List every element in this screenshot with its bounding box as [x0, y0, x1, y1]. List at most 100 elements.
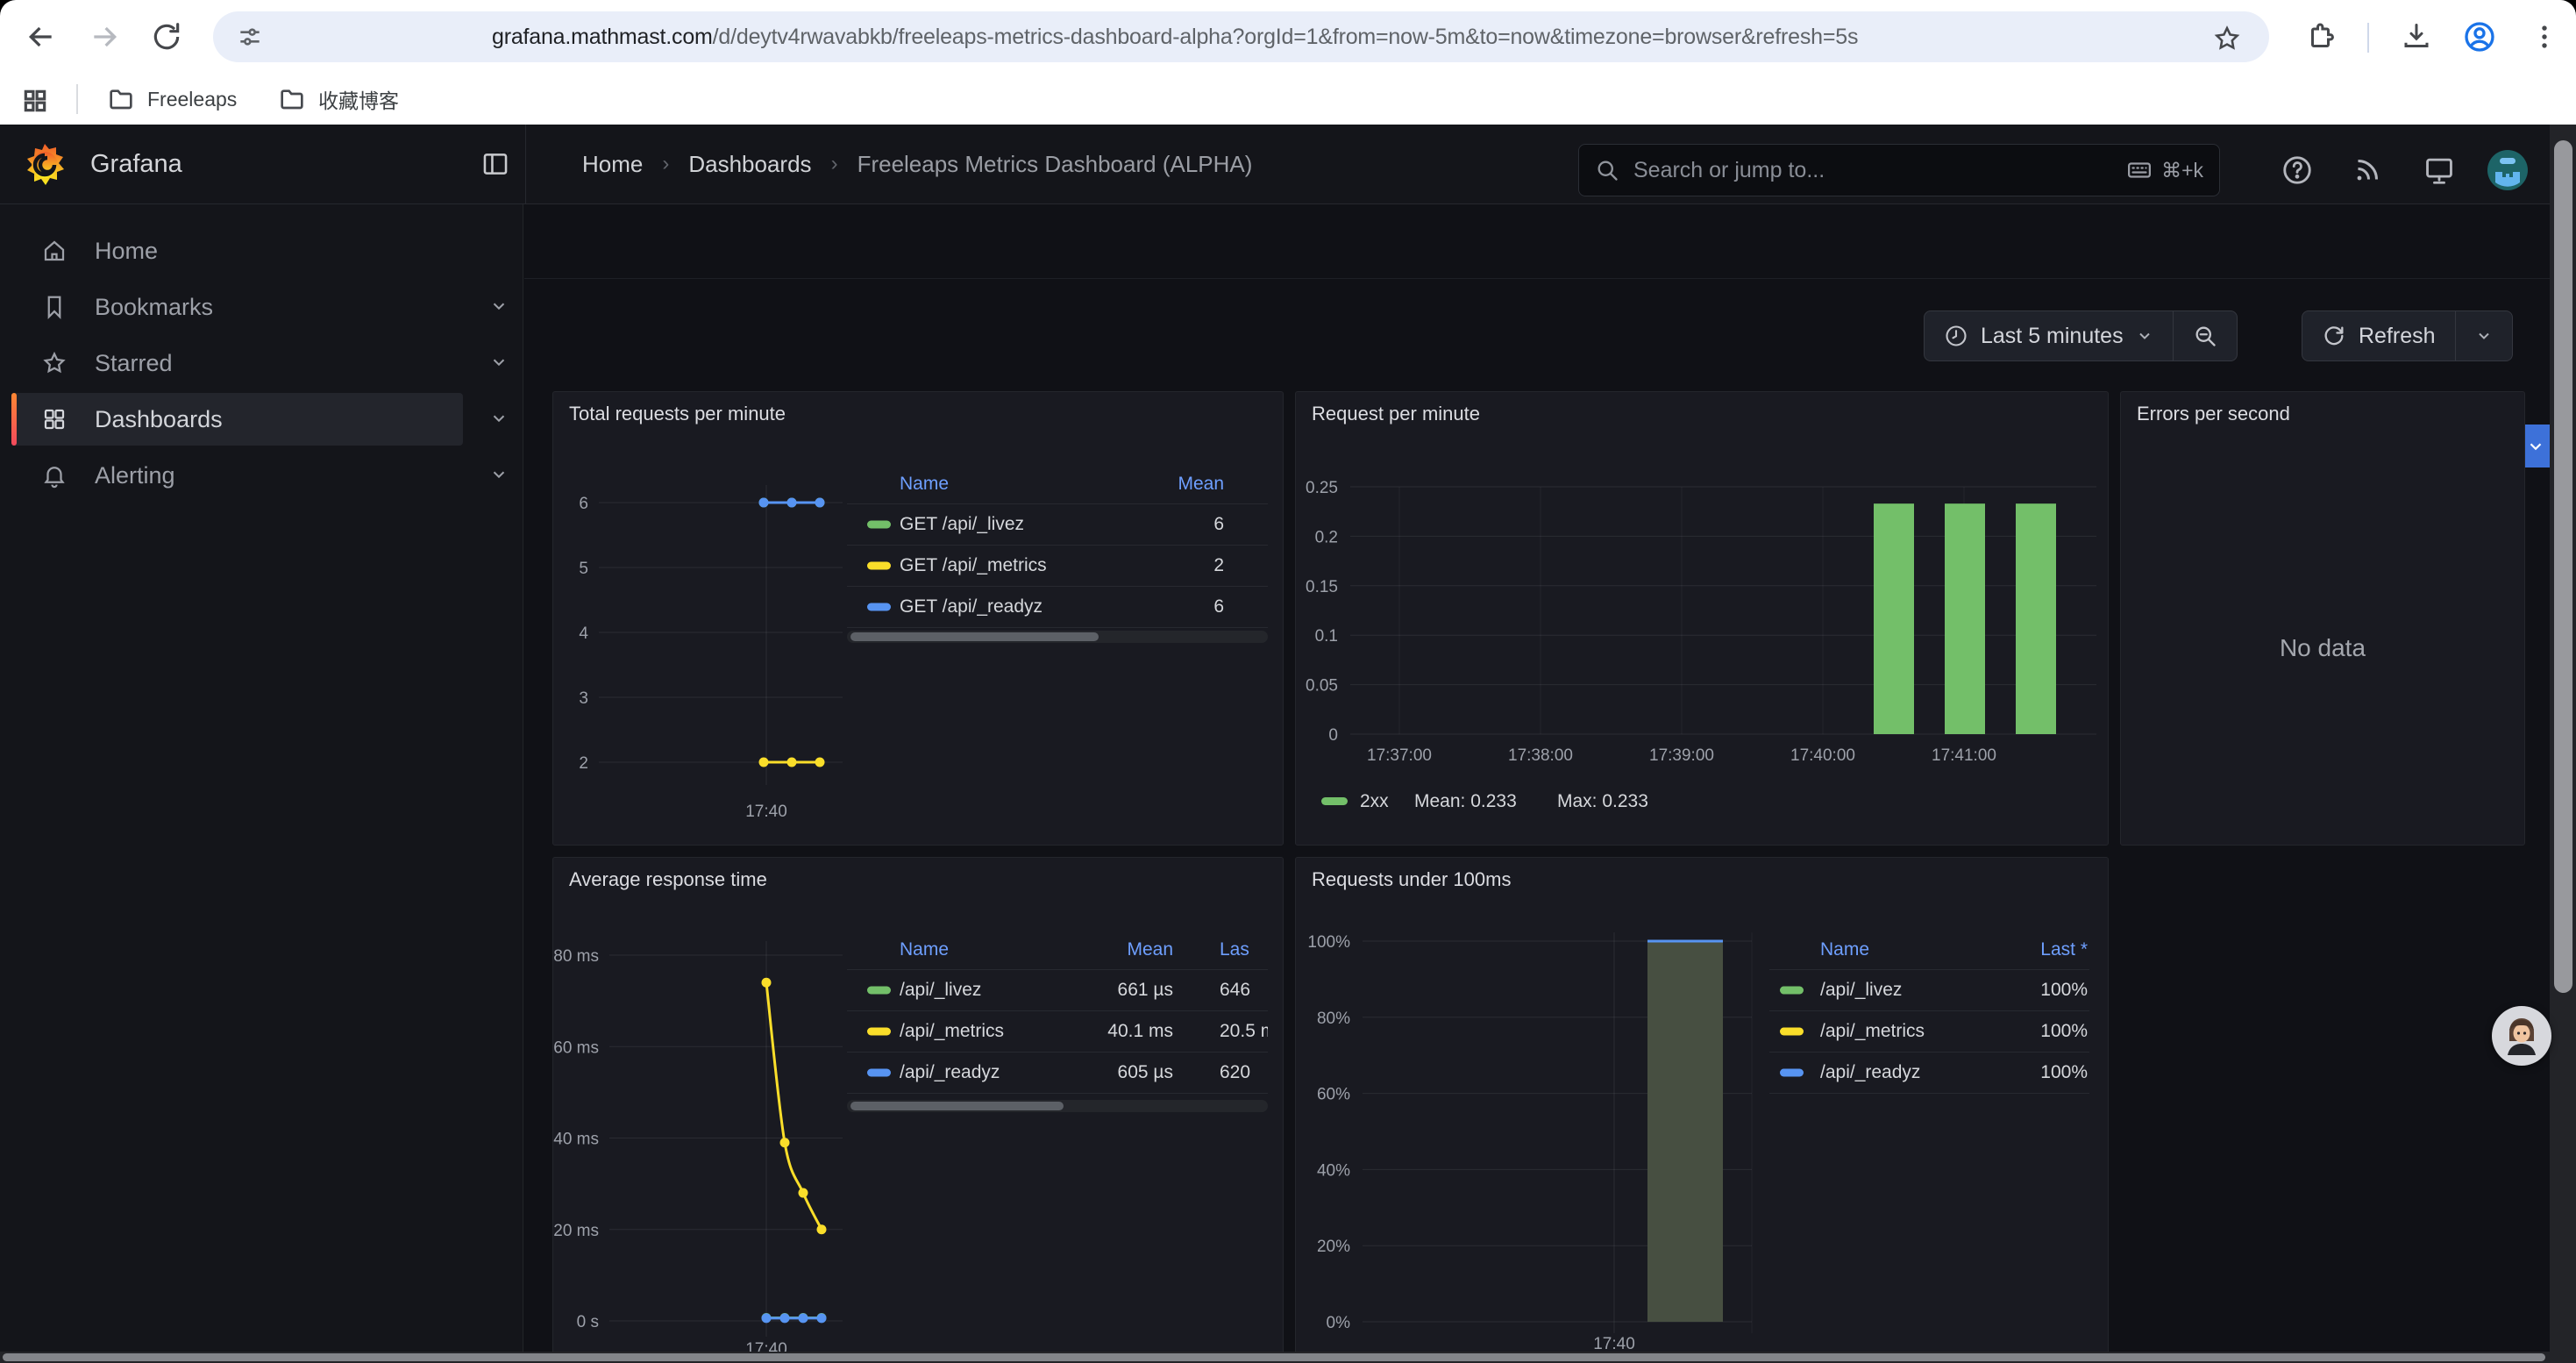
series-color-pill	[867, 520, 891, 529]
horizontal-scrollbar-thumb[interactable]	[3, 1353, 2545, 1361]
legend-row[interactable]: GET /api/_readyz 6	[847, 587, 1268, 628]
panel-errors-per-second[interactable]: Errors per second No data	[2120, 391, 2525, 846]
search-input[interactable]	[1633, 157, 2127, 183]
url-text[interactable]: grafana.mathmast.com/d/deytv4rwavabkb/fr…	[492, 11, 1858, 62]
bookmarks-separator	[76, 84, 78, 114]
series-name[interactable]: /api/_readyz	[1820, 1062, 1921, 1082]
legend-col-mean[interactable]: Mean	[1178, 473, 1224, 494]
sidebar-item-label: Home	[95, 237, 159, 264]
bookmark-folder[interactable]: Freeleaps	[95, 80, 249, 118]
bar-chart-under-100ms[interactable]: 100% 80% 60% 40% 20% 0% 17:40	[1296, 858, 2109, 1363]
browser-menu-icon[interactable]	[2523, 16, 2565, 58]
legend-col-name[interactable]: Name	[1820, 938, 1870, 960]
bar-chart-request-per-minute[interactable]: 0.25 0.2 0.15 0.1 0.05 0 17:37:00 17:38:00 17:39…	[1296, 392, 2109, 846]
series-name[interactable]: /api/_readyz	[900, 1062, 1000, 1082]
legend-row[interactable]: /api/_readyz 100%	[1769, 1053, 2089, 1094]
forward-icon[interactable]	[84, 17, 125, 57]
legend-row[interactable]: /api/_readyz 605 µs 620	[847, 1053, 1268, 1094]
legend-col-mean[interactable]: Mean	[1127, 938, 1173, 960]
downloads-icon[interactable]	[2395, 16, 2437, 58]
svg-text:6: 6	[579, 495, 588, 513]
user-avatar[interactable]	[2484, 146, 2531, 194]
grafana-logo[interactable]	[23, 142, 67, 192]
legend-row[interactable]: /api/_livez 661 µs 646	[847, 970, 1268, 1011]
series-name[interactable]: 2xx	[1360, 791, 1389, 811]
back-icon[interactable]	[21, 17, 61, 57]
series-name[interactable]: /api/_metrics	[900, 1021, 1005, 1041]
breadcrumb-item[interactable]: Home	[582, 150, 644, 177]
svg-text:80%: 80%	[1317, 1010, 1350, 1028]
breadcrumb-item[interactable]: Dashboards	[688, 150, 812, 177]
sidebar-item-bookmarks[interactable]: Bookmarks	[11, 281, 505, 333]
panel-title[interactable]: Request per minute	[1312, 403, 1480, 425]
apps-grid-icon[interactable]	[14, 80, 56, 122]
brand-title[interactable]: Grafana	[90, 149, 182, 178]
refresh-button[interactable]: Refresh	[2302, 311, 2455, 360]
line-chart-total-requests[interactable]: 6 5 4 3 2 17:40	[553, 392, 1284, 846]
sidebar-item-alerting[interactable]: Alerting	[11, 449, 505, 502]
vertical-scrollbar[interactable]	[2550, 125, 2576, 1363]
star-icon	[41, 350, 68, 376]
extensions-icon[interactable]	[2301, 16, 2343, 58]
series-name[interactable]: GET /api/_readyz	[900, 596, 1043, 617]
url-bar[interactable]: grafana.mathmast.com/d/deytv4rwavabkb/fr…	[213, 11, 2269, 62]
horizontal-scrollbar[interactable]	[0, 1352, 2576, 1363]
series-name[interactable]: /api/_livez	[900, 980, 982, 1000]
news-rss-icon[interactable]	[2344, 146, 2391, 194]
search-box[interactable]: ⌘+k	[1578, 144, 2220, 196]
panel-avg-response-time[interactable]: Average response time 80 ms 60 ms 40 ms 20 …	[552, 857, 1284, 1363]
zoom-out-time-button[interactable]	[2174, 311, 2237, 360]
refresh-interval-button[interactable]	[2456, 311, 2512, 360]
panel-total-requests[interactable]: Total requests per minute 6 5 4 3 2 17:40 Nam…	[552, 391, 1284, 846]
series-name[interactable]: /api/_metrics	[1820, 1021, 1925, 1041]
panel-title[interactable]: Errors per second	[2137, 403, 2290, 425]
legend-row[interactable]: GET /api/_metrics 2	[847, 546, 1268, 587]
chevron-down-icon[interactable]	[489, 296, 509, 320]
legend-scrollbar[interactable]	[847, 1100, 1268, 1112]
bookmarks-bar: Freeleaps 收藏博客	[0, 74, 2576, 125]
bookmark-folder[interactable]: 收藏博客	[266, 80, 411, 118]
legend-scrollbar[interactable]	[847, 631, 1268, 643]
bookmark-page-star-icon[interactable]	[2212, 24, 2242, 58]
dock-menu-icon[interactable]	[480, 149, 510, 183]
series-name[interactable]: GET /api/_livez	[900, 514, 1025, 534]
chevron-down-icon[interactable]	[489, 353, 509, 376]
series-mean: Mean: 0.233	[1414, 791, 1517, 811]
legend-col-name[interactable]: Name	[900, 938, 950, 960]
legend-row[interactable]: /api/_metrics 100%	[1769, 1011, 2089, 1053]
profile-icon[interactable]	[2459, 16, 2501, 58]
svg-text:17:37:00: 17:37:00	[1367, 746, 1432, 765]
legend-col-last[interactable]: Las	[1220, 938, 1249, 960]
series-name[interactable]: /api/_livez	[1820, 980, 1903, 1000]
series-color-pill	[1780, 1068, 1804, 1077]
svg-text:17:40: 17:40	[1593, 1335, 1635, 1353]
sidebar-item-starred[interactable]: Starred	[11, 337, 505, 389]
vertical-scrollbar-thumb[interactable]	[2554, 140, 2572, 993]
legend-row[interactable]: GET /api/_livez 6	[847, 504, 1268, 546]
panel-title[interactable]: Total requests per minute	[569, 403, 786, 425]
sidebar-item-dashboards[interactable]: Dashboards	[11, 393, 505, 446]
assistant-avatar[interactable]	[2492, 1006, 2551, 1066]
panel-request-per-minute[interactable]: Request per minute 0.25 0.2 0.15 0.1 0.05 0 17…	[1295, 391, 2109, 846]
chevron-down-icon[interactable]	[489, 465, 509, 489]
legend-col-name[interactable]: Name	[900, 473, 950, 494]
series-max: Max: 0.233	[1557, 791, 1648, 811]
sidebar-item-home[interactable]: Home	[11, 225, 463, 277]
legend-row[interactable]: /api/_livez 100%	[1769, 970, 2089, 1011]
svg-text:0.1: 0.1	[1315, 627, 1338, 646]
panel-title[interactable]: Average response time	[569, 868, 767, 890]
display-icon[interactable]	[2416, 146, 2463, 194]
chevron-down-icon[interactable]	[489, 409, 509, 432]
time-range-picker[interactable]: Last 5 minutes	[1925, 311, 2173, 360]
series-mean-value: 661 µs	[1117, 980, 1173, 1000]
legend-col-last[interactable]: Last *	[2040, 938, 2088, 960]
reload-icon[interactable]	[146, 17, 187, 57]
site-settings-icon[interactable]	[236, 23, 264, 55]
series-name[interactable]: GET /api/_metrics	[900, 555, 1047, 575]
panel-under-100ms[interactable]: Requests under 100ms 100% 80% 60% 40% 20% 0% 1…	[1295, 857, 2109, 1363]
legend-row[interactable]: /api/_metrics 40.1 ms 20.5 m	[847, 1011, 1268, 1053]
help-icon[interactable]	[2274, 146, 2321, 194]
panel-title[interactable]: Requests under 100ms	[1312, 868, 1512, 890]
